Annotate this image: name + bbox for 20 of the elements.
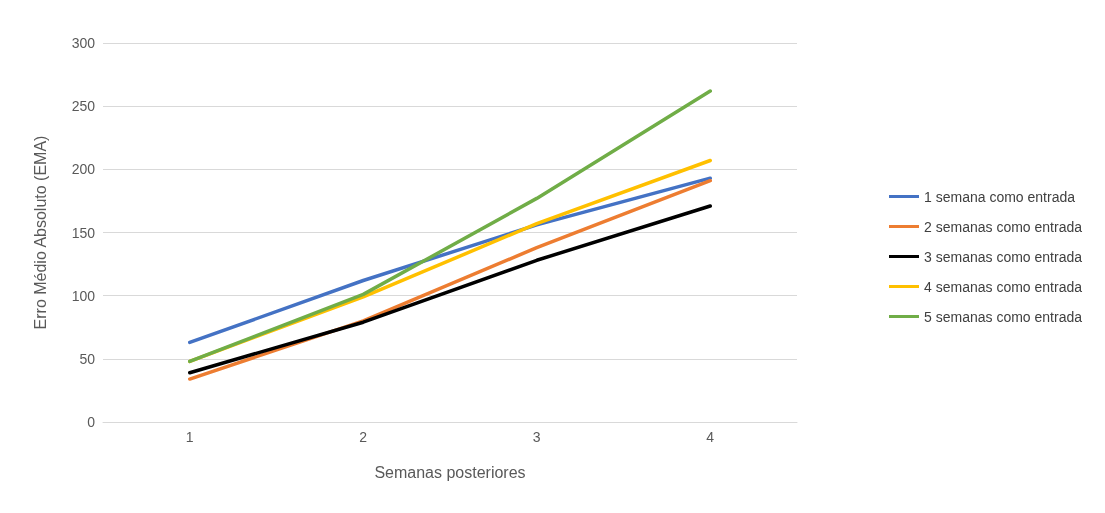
y-tick-label: 0 — [87, 414, 96, 430]
legend-label: 2 semanas como entrada — [924, 218, 1083, 235]
legend-label: 4 semanas como entrada — [924, 278, 1083, 295]
y-axis-title: Erro Médio Absoluto (EMA) — [31, 135, 49, 330]
y-tick-label: 300 — [71, 35, 96, 51]
y-tick-label: 100 — [71, 287, 96, 304]
line-series — [188, 89, 712, 364]
legend-label: 3 semanas como entrada — [924, 248, 1083, 265]
legend-label: 1 semana como entrada — [924, 188, 1076, 205]
x-tick-label: 1 — [185, 429, 194, 445]
x-tick-label: 3 — [532, 429, 541, 445]
legend-label: 5 semanas como entrada — [924, 308, 1083, 325]
y-tick-label: 50 — [79, 350, 96, 367]
x-tick-label: 2 — [359, 429, 368, 445]
y-tick-label: 200 — [71, 161, 96, 178]
line-series — [188, 204, 712, 375]
x-axis-title: Semanas posteriores — [374, 463, 526, 481]
y-tick-label: 150 — [71, 224, 96, 241]
x-tick-label: 4 — [706, 429, 715, 445]
y-tick-label: 250 — [71, 98, 96, 115]
